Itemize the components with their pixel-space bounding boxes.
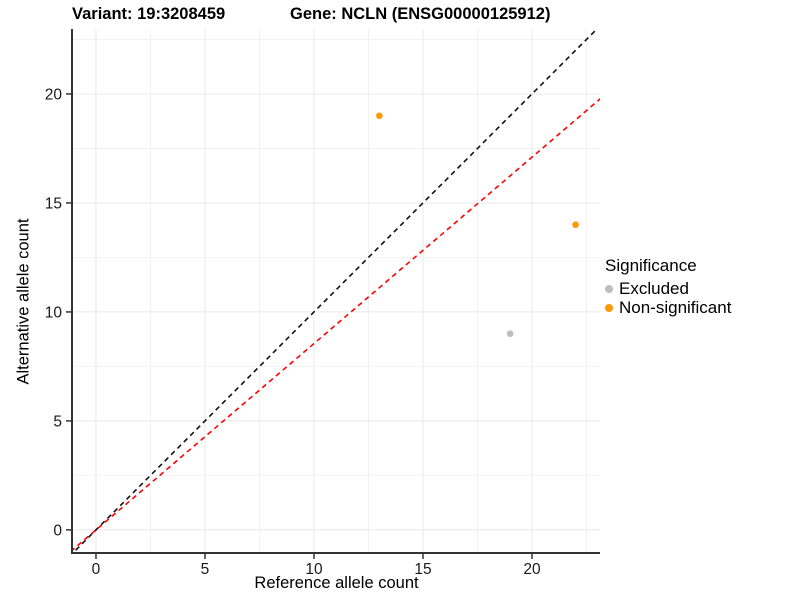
y-tick-label: 5 [53, 413, 62, 430]
legend-items: Excluded Non-significant [605, 279, 731, 317]
gene-title: Gene: NCLN (ENSG00000125912) [290, 5, 551, 23]
legend-title: Significance [605, 256, 697, 275]
x-tick-label: 10 [305, 561, 323, 578]
data-point-non-significant [376, 112, 383, 120]
x-tick-label: 5 [201, 561, 210, 578]
y-axis-title: Alternative allele count [14, 218, 33, 385]
legend-item: Non-significant [605, 298, 731, 317]
y-tick-label: 20 [45, 86, 63, 103]
legend-swatch-icon [605, 303, 613, 312]
legend-item-label: Non-significant [619, 297, 732, 317]
identity-line [72, 29, 599, 553]
y-tick-label: 0 [53, 522, 62, 539]
data-point-non-significant [572, 221, 579, 229]
x-tick-label: 0 [92, 561, 101, 578]
y-tick-label: 10 [45, 304, 63, 321]
x-tick-label: 15 [414, 561, 431, 578]
y-tick-label: 15 [45, 195, 62, 212]
x-tick-label: 20 [523, 561, 541, 578]
legend-swatch-icon [605, 284, 613, 293]
legend-item: Excluded [605, 279, 731, 298]
variant-title: Variant: 19:3208459 [72, 5, 226, 23]
data-point-excluded [506, 330, 514, 338]
legend-item-label: Excluded [619, 278, 689, 298]
legend: Significance Excluded Non-significant [605, 256, 731, 317]
x-axis-title: Reference allele count [254, 574, 419, 592]
expected-ratio-line [72, 97, 600, 552]
